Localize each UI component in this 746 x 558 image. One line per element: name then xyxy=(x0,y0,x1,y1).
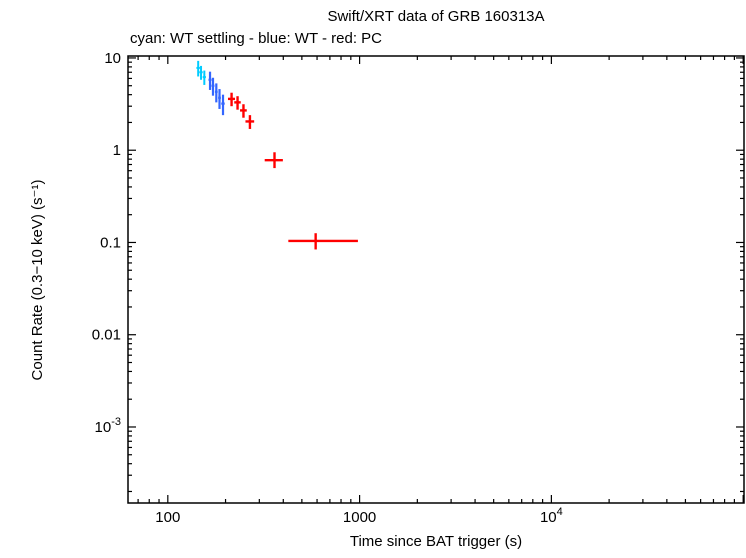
x-tick-label: 104 xyxy=(540,506,563,526)
y-tick-label: 1 xyxy=(113,142,121,159)
x-tick-label: 100 xyxy=(155,509,180,526)
y-tick-label: 0.1 xyxy=(100,234,121,251)
series-wt-settling xyxy=(196,60,206,85)
y-axis-label: Count Rate (0.3−10 keV) (s⁻¹) xyxy=(29,180,46,381)
chart-title: Swift/XRT data of GRB 160313A xyxy=(327,8,544,25)
y-tick-label: 10-3 xyxy=(95,416,121,436)
y-tick-label: 10 xyxy=(104,50,121,67)
plot-area: 100 1000 104 10 1 0.1 0.01 10-3 xyxy=(92,50,745,526)
chart-subtitle: cyan: WT settling - blue: WT - red: PC xyxy=(130,30,382,47)
series-wt xyxy=(208,71,225,116)
x-tick-label: 1000 xyxy=(343,509,376,526)
series-pc xyxy=(228,92,358,250)
x-axis-label: Time since BAT trigger (s) xyxy=(350,533,522,550)
y-tick-label: 0.01 xyxy=(92,327,121,344)
plot-frame xyxy=(127,55,745,504)
